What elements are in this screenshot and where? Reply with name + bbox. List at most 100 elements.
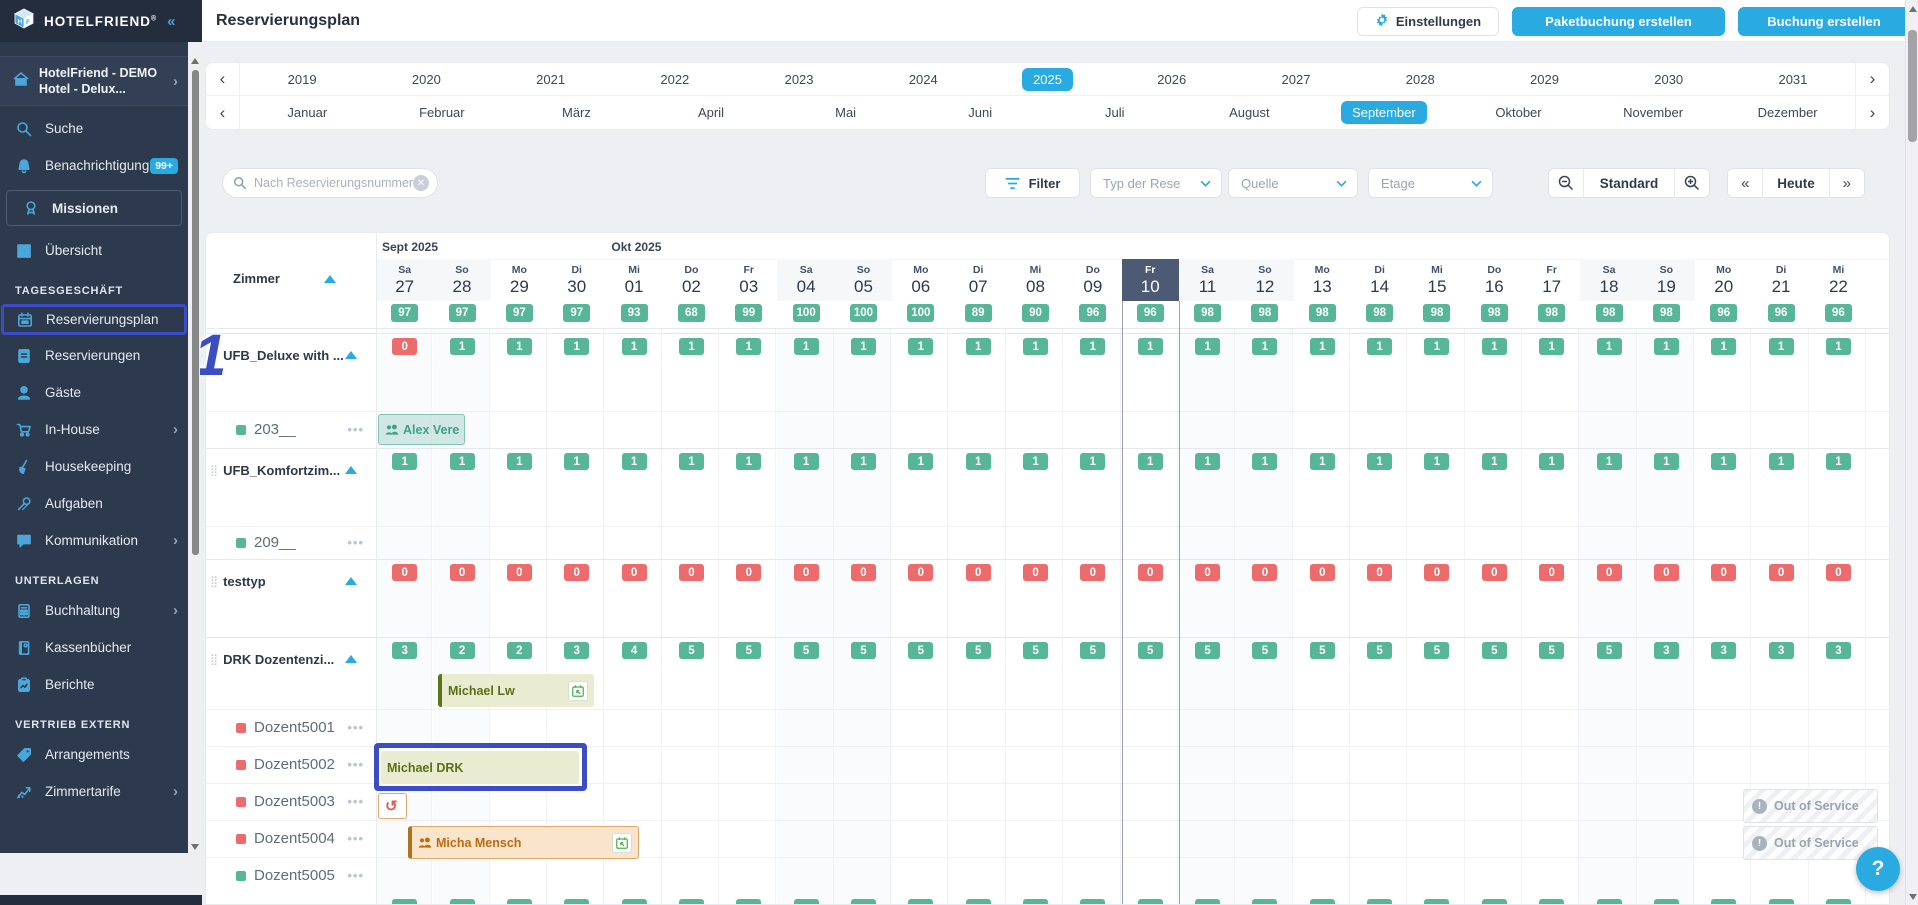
day-header-29[interactable]: Mo 29 — [509, 264, 529, 296]
sidebar-item-benachrichtigungen[interactable]: Benachrichtigunge 99+ — [0, 147, 188, 184]
month-juni[interactable]: Juni — [968, 105, 993, 120]
day-header-20[interactable]: Mo 20 — [1714, 264, 1734, 296]
year-2026[interactable]: 2026 — [1157, 71, 1187, 87]
day-header-11[interactable]: Sa 11 — [1178, 259, 1237, 301]
scroll-down-icon[interactable] — [1908, 894, 1917, 900]
years-prev-icon[interactable]: ‹ — [206, 63, 240, 95]
sidebar-item-berichte[interactable]: Berichte — [0, 666, 188, 703]
year-2030[interactable]: 2030 — [1654, 71, 1684, 87]
reservation-michael-lw[interactable]: Michael Lw — [438, 674, 594, 707]
day-header-06[interactable]: Mo 06 — [911, 264, 931, 296]
sidebar-item-missionen[interactable]: Missionen — [6, 190, 182, 226]
day-header-01[interactable]: Mi 01 — [624, 264, 644, 296]
year-2028[interactable]: 2028 — [1405, 71, 1435, 87]
sidebar-scroll-thumb[interactable] — [191, 70, 199, 555]
year-2020[interactable]: 2020 — [411, 71, 441, 87]
room-menu-icon[interactable]: ••• — [347, 831, 364, 846]
room-row-dozent5003[interactable]: Dozent5003 ••• — [206, 783, 376, 820]
drag-handle-icon[interactable]: ⣿ — [210, 464, 218, 477]
create-package-booking-button[interactable]: Paketbuchung erstellen — [1512, 7, 1725, 36]
year-2025[interactable]: 2025 — [985, 63, 1109, 95]
reservation-micha-mensch[interactable]: Micha Mensch — [408, 826, 639, 859]
day-header-15[interactable]: Mi 15 — [1427, 264, 1447, 296]
zoom-in-icon[interactable] — [1675, 169, 1709, 197]
create-booking-button[interactable]: Buchung erstellen — [1738, 7, 1910, 36]
room-type-row-ufb_komfortzim[interactable]: ⣿ UFB_Komfortzim... — [206, 456, 376, 484]
floor-select[interactable]: Etage — [1368, 168, 1493, 198]
room-menu-icon[interactable]: ••• — [347, 794, 364, 809]
month-februar[interactable]: Februar — [419, 105, 465, 120]
day-header-02[interactable]: Do 02 — [681, 264, 701, 296]
day-header-28[interactable]: So 28 — [433, 259, 491, 301]
scroll-up-icon[interactable] — [191, 58, 199, 64]
nav-next-button[interactable]: » — [1842, 174, 1851, 192]
year-2029[interactable]: 2029 — [1530, 71, 1559, 87]
sidebar-item-aufgaben[interactable]: Aufgaben — [0, 485, 188, 522]
day-header-17[interactable]: Fr 17 — [1542, 264, 1562, 296]
day-header-08[interactable]: Mi 08 — [1026, 264, 1045, 296]
room-row-dozent5002[interactable]: Dozent5002 ••• — [206, 746, 376, 783]
room-row-dozent5001[interactable]: Dozent5001 ••• — [206, 709, 376, 746]
month-märz[interactable]: März — [562, 105, 591, 120]
sidebar-item-reservierungsplan[interactable]: Reservierungsplan — [1, 304, 187, 335]
day-header-18[interactable]: Sa 18 — [1580, 259, 1638, 301]
search-input[interactable] — [254, 176, 413, 190]
today-button[interactable]: Heute — [1762, 169, 1830, 197]
day-header-27[interactable]: Sa 27 — [376, 259, 434, 301]
filter-button[interactable]: Filter — [985, 168, 1080, 198]
day-header-05[interactable]: So 05 — [834, 259, 893, 301]
collapse-group-icon[interactable] — [345, 351, 358, 359]
collapse-group-icon[interactable] — [345, 577, 358, 585]
day-header-03[interactable]: Fr 03 — [739, 264, 759, 296]
sidebar-item-arrangements[interactable]: Arrangements — [0, 736, 188, 773]
room-type-row-drkdozentenzi[interactable]: ⣿ DRK Dozentenzi... — [206, 645, 376, 673]
drag-handle-icon[interactable]: ⣿ — [210, 349, 218, 362]
year-2023[interactable]: 2023 — [784, 71, 814, 87]
day-header-12[interactable]: So 12 — [1236, 259, 1294, 301]
room-type-row-testtyp[interactable]: ⣿ testtyp — [206, 567, 376, 595]
sidebar-item-kassenbuecher[interactable]: Kassenbücher — [0, 629, 188, 666]
day-header-16[interactable]: Do 16 — [1484, 264, 1504, 296]
out-of-service-block[interactable]: ! Out of Service — [1743, 826, 1878, 860]
month-mai[interactable]: Mai — [835, 105, 857, 120]
clear-search-icon[interactable]: ✕ — [413, 175, 429, 191]
sidebar-item-gaeste[interactable]: Gäste — [0, 374, 188, 411]
settings-button[interactable]: Einstellungen — [1357, 7, 1499, 36]
scroll-up-icon[interactable] — [1908, 6, 1917, 12]
day-header-10[interactable]: Fr 10 — [1121, 259, 1179, 301]
day-header-09[interactable]: Do 09 — [1083, 264, 1103, 296]
drag-handle-icon[interactable]: ⣿ — [210, 575, 218, 588]
year-2019[interactable]: 2019 — [287, 71, 317, 87]
collapse-group-icon[interactable] — [345, 655, 358, 663]
year-2024[interactable]: 2024 — [908, 71, 938, 87]
sidebar-scrollbar[interactable] — [190, 55, 200, 853]
sidebar-item-zimmertarife[interactable]: Zimmertarife › — [0, 773, 188, 810]
month-dezember[interactable]: Dezember — [1757, 105, 1818, 120]
day-header-19[interactable]: So 19 — [1637, 259, 1696, 301]
collapse-group-icon[interactable] — [345, 466, 358, 474]
years-next-icon[interactable]: › — [1855, 63, 1889, 95]
month-juli[interactable]: Juli — [1105, 105, 1125, 120]
months-next-icon[interactable]: › — [1855, 96, 1889, 129]
room-row-dozent5004[interactable]: Dozent5004 ••• — [206, 820, 376, 857]
month-oktober[interactable]: Oktober — [1495, 105, 1542, 120]
room-menu-icon[interactable]: ••• — [347, 757, 364, 772]
scroll-down-icon[interactable] — [191, 844, 199, 850]
month-november[interactable]: November — [1623, 105, 1684, 120]
sort-ascending-icon[interactable] — [324, 275, 336, 283]
help-button[interactable]: ? — [1856, 847, 1900, 891]
out-of-service-block[interactable]: ! Out of Service — [1743, 789, 1878, 823]
year-2022[interactable]: 2022 — [660, 71, 690, 87]
room-menu-icon[interactable]: ••• — [347, 720, 364, 735]
day-header-07[interactable]: Di 07 — [968, 264, 988, 296]
reservation-alex-vere[interactable]: Alex Vere — [378, 414, 465, 445]
day-header-22[interactable]: Mi 22 — [1828, 264, 1848, 296]
sidebar-collapse-icon[interactable]: « — [167, 12, 176, 30]
day-header-04[interactable]: Sa 04 — [777, 259, 835, 301]
room-menu-icon[interactable]: ••• — [347, 868, 364, 883]
sidebar-item-reservierungen[interactable]: Reservierungen — [0, 337, 188, 374]
sidebar-item-buchhaltung[interactable]: Buchhaltung › — [0, 592, 188, 629]
months-prev-icon[interactable]: ‹ — [206, 96, 240, 129]
room-row-dozent5005[interactable]: Dozent5005 ••• — [206, 857, 376, 894]
reservation-michael-drk[interactable]: Michael DRK — [381, 751, 579, 784]
